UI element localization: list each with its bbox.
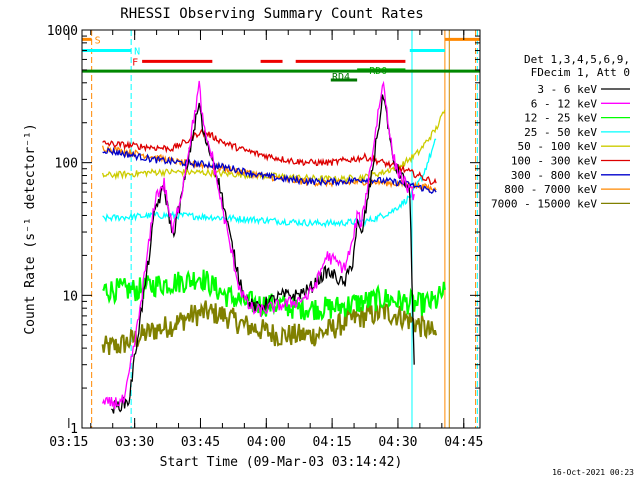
legend-entry-label-5: 100 - 300 keV bbox=[511, 155, 597, 168]
series-line-100-300keV bbox=[102, 128, 437, 185]
y-tick-label-1: 1 bbox=[70, 422, 78, 437]
legend-header-line-0: Det 1,3,4,5,6,9, bbox=[524, 53, 630, 66]
y-tick-label-100: 100 bbox=[55, 157, 78, 172]
legend-entry-label-3: 25 - 50 keV bbox=[524, 126, 597, 139]
x-tick-label-04:15: 04:15 bbox=[313, 435, 352, 450]
legend-header-line-1: FDecim 1, Att 0 bbox=[531, 66, 630, 79]
legend: Det 1,3,4,5,6,9,FDecim 1, Att 0 3 - 6 keV… bbox=[491, 53, 630, 210]
y-axis-label: Count Rate (s⁻¹ detector⁻¹) bbox=[23, 123, 38, 334]
series-line-25-50keV bbox=[102, 138, 437, 229]
x-tick-label-04:45: 04:45 bbox=[444, 435, 483, 450]
legend-entry-label-6: 300 - 800 keV bbox=[511, 169, 597, 182]
series-line-6-12keV bbox=[101, 80, 415, 410]
legend-entry-label-7: 800 - 7000 keV bbox=[504, 183, 597, 196]
plot-timestamp: 16-Oct-2021 00:23 bbox=[552, 468, 634, 477]
flag-label-S: S bbox=[95, 35, 101, 46]
legend-entry-label-2: 12 - 25 keV bbox=[524, 112, 597, 125]
flag-label-F: F bbox=[132, 57, 138, 68]
flag-label-RD4: RD4 bbox=[332, 72, 350, 83]
y-axis: 1 10 100 1000 bbox=[47, 24, 480, 437]
x-axis-label: Start Time (09-Mar-03 03:14:42) bbox=[160, 455, 403, 470]
legend-entry-label-1: 6 - 12 keV bbox=[531, 97, 598, 110]
plot-frame bbox=[81, 29, 481, 429]
x-tick-label-04:00: 04:00 bbox=[247, 435, 286, 450]
y-tick-label-10: 10 bbox=[62, 289, 78, 304]
legend-entry-label-0: 3 - 6 keV bbox=[537, 83, 597, 96]
chart-title: RHESSI Observing Summary Count Rates bbox=[120, 6, 423, 22]
legend-entry-label-8: 7000 - 15000 keV bbox=[491, 197, 597, 210]
x-tick-label-03:30: 03:30 bbox=[115, 435, 154, 450]
y-tick-label-1000: 1000 bbox=[47, 24, 78, 39]
series-line-50-100keV bbox=[101, 109, 446, 185]
series-line-300-800keV bbox=[102, 146, 437, 194]
x-tick-label-03:15: 03:15 bbox=[49, 435, 88, 450]
legend-entry-label-4: 50 - 100 keV bbox=[518, 140, 598, 153]
x-tick-label-03:45: 03:45 bbox=[181, 435, 220, 450]
plot-area: SNFRD0RD4 bbox=[82, 30, 480, 428]
x-tick-label-04:30: 04:30 bbox=[378, 435, 417, 450]
x-axis: 03:15 03:30 03:45 04:00 04:15 04:30 04:45 bbox=[49, 30, 483, 450]
flag-label-N: N bbox=[134, 47, 140, 58]
